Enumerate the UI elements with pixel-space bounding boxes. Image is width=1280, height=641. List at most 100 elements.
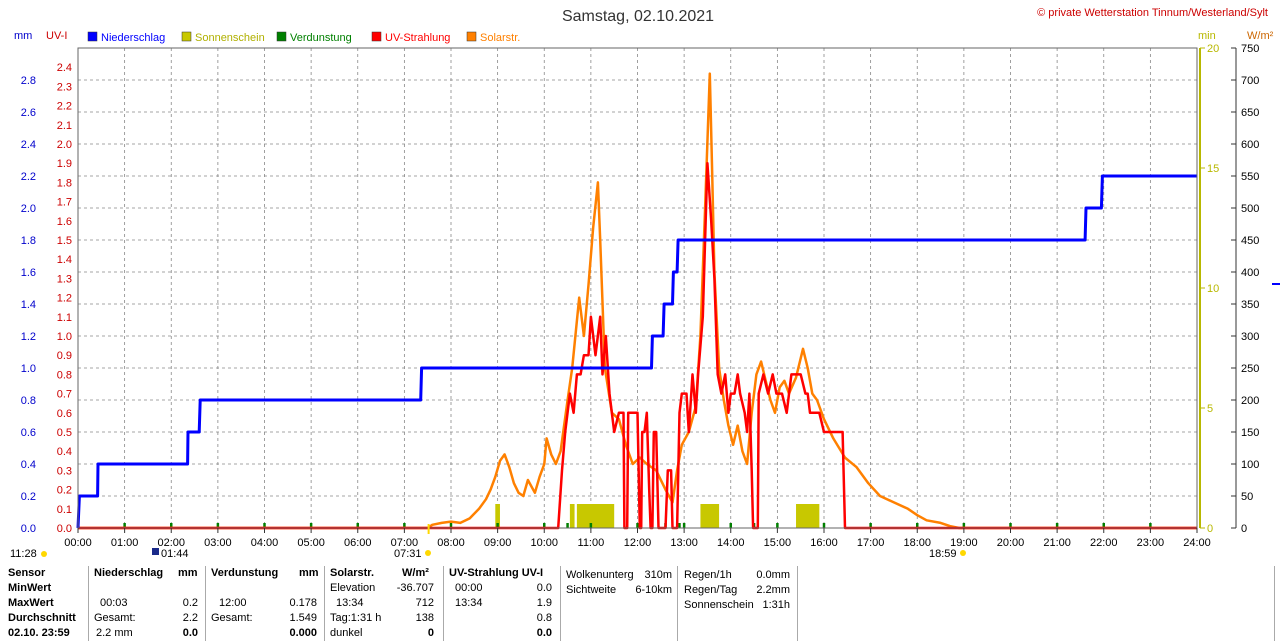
verdunstung-total-value: 1.549 [289,612,317,624]
wm2-tick-label: 450 [1241,235,1259,247]
niederschlag-day-total: 2.2 mm [96,627,133,639]
min-tick-label: 0 [1207,523,1213,535]
uvi-tick-label: 0.2 [57,485,72,497]
chart-legend: Niederschlag Sonnenschein Verdunstung UV-St… [87,31,520,44]
uvi-tick-label: 0.3 [57,465,72,477]
wm2-tick-label: 750 [1241,43,1259,55]
mm-tick-label: 2.6 [21,107,36,119]
wm2-tick-label: 100 [1241,459,1259,471]
verdunstung-max-value: 0.178 [289,597,317,609]
sun-moon-times: 11:28 01:44 07:31 18:59 [10,524,966,560]
x-tick-label: 00:00 [64,537,92,549]
minwert-label: MinWert [8,582,52,594]
solar-dark-label: dunkel [330,627,363,639]
moon-icon [41,551,47,557]
wm2-tick-label: 300 [1241,331,1259,343]
x-tick-label: 08:00 [437,537,465,549]
sensor-header: Sensor [8,567,46,579]
sunrise-icon [425,550,431,556]
mm-tick-label: 1.0 [21,363,36,375]
mm-tick-label: 2.2 [21,171,36,183]
x-tick-label: 20:00 [997,537,1025,549]
niederschlag-current: 0.0 [182,627,198,639]
legend-label: Solarstr. [480,32,520,44]
mm-unit-label: mm [14,30,32,42]
uvi-tick-label: 0.8 [57,369,72,381]
uvi-tick-label: 0.5 [57,427,72,439]
uvi-tick-label: 0.7 [57,389,72,401]
mm-tick-label: 0.2 [21,491,36,503]
sunrise-time: 07:31 [394,548,422,560]
solar-current: 0 [427,627,434,639]
x-tick-label: 17:00 [857,537,885,549]
mm-tick-label: 0.0 [21,523,36,535]
sichtweite-value: 6-10km [635,584,672,596]
uvi-tick-label: 1.9 [57,158,72,170]
date-label: 02.10. 23:59 [8,627,70,639]
wm2-tick-label: 50 [1241,491,1253,503]
min-unit-label: min [1198,30,1216,42]
mm-tick-label: 1.2 [21,331,36,343]
legend-swatch [276,31,287,42]
niederschlag-max-time: 00:03 [100,597,128,609]
x-tick-label: 06:00 [344,537,372,549]
chart-title: Samstag, 02.10.2021 [562,8,714,25]
wm2-tick-label: 700 [1241,75,1259,87]
uvi-tick-label: 1.3 [57,273,72,285]
verdunstung-max-time: 12:00 [219,597,247,609]
x-tick-label: 21:00 [1043,537,1071,549]
uv-min-value: 0.0 [536,582,552,594]
x-tick-label: 19:00 [950,537,978,549]
wm2-tick-label: 150 [1241,427,1259,439]
wolkenunterg-label: Wolkenunterg [566,569,634,581]
solar-average: 138 [415,612,434,624]
moonrise-time: 11:28 [10,548,37,560]
x-tick-label: 23:00 [1137,537,1165,549]
wolkenunterg-value: 310m [644,569,672,581]
legend-label: UV-Strahlung [385,32,450,44]
uv-header: UV-Strahlung UV-I [449,567,544,579]
x-tick-label: 22:00 [1090,537,1118,549]
wm2-tick-label: 400 [1241,267,1259,279]
solar-max-value: 712 [415,597,434,609]
uv-min-time: 00:00 [455,582,483,594]
x-tick-label: 11:00 [578,537,605,549]
min-tick-label: 10 [1207,283,1219,295]
niederschlag-total-label: Gesamt: [94,612,136,624]
wm2-tick-label: 200 [1241,395,1259,407]
sonnenschein-label: Sonnenschein [684,599,754,611]
x-tick-label: 04:00 [251,537,279,549]
statistics-table: Sensor MinWert MaxWert Durchschnitt 02.1… [0,566,1280,641]
uvi-tick-label: 1.2 [57,293,72,305]
mm-tick-label: 0.8 [21,395,36,407]
uvi-tick-label: 2.3 [57,81,72,93]
uv-max-time: 13:34 [455,597,483,609]
wm2-unit-label: W/m² [1247,30,1274,42]
station-credit: © private Wetterstation Tinnum/Westerlan… [1037,7,1268,19]
sunset-icon [960,550,966,556]
x-tick-label: 07:00 [391,537,419,549]
regen-tag-label: Regen/Tag [684,584,738,596]
x-tick-label: 02:00 [157,537,185,549]
niederschlag-unit: mm [178,567,198,579]
chart-grid [78,48,1197,528]
sunshine-bars [495,504,820,528]
uvi-tick-label: 1.5 [57,235,72,247]
wm2-tick-label: 250 [1241,363,1259,375]
x-tick-label: 13:00 [670,537,698,549]
legend-swatch [371,31,382,42]
min-tick-label: 15 [1207,163,1219,175]
solar-day-label: Tag:1:31 h [330,612,382,624]
solar-max-time: 13:34 [336,597,364,609]
min-tick-label: 5 [1207,403,1213,415]
x-tick-label: 09:00 [484,537,512,549]
verdunstung-unit: mm [299,567,319,579]
x-tick-label: 14:00 [717,537,745,549]
uvi-tick-label: 1.0 [57,331,72,343]
verdunstung-header: Verdunstung [211,567,279,579]
mm-tick-label: 2.4 [21,139,36,151]
niederschlag-total-value: 2.2 [182,612,198,624]
uv-average: 0.8 [536,612,552,624]
sunshine-bar [495,504,500,528]
mm-tick-label: 0.6 [21,427,36,439]
